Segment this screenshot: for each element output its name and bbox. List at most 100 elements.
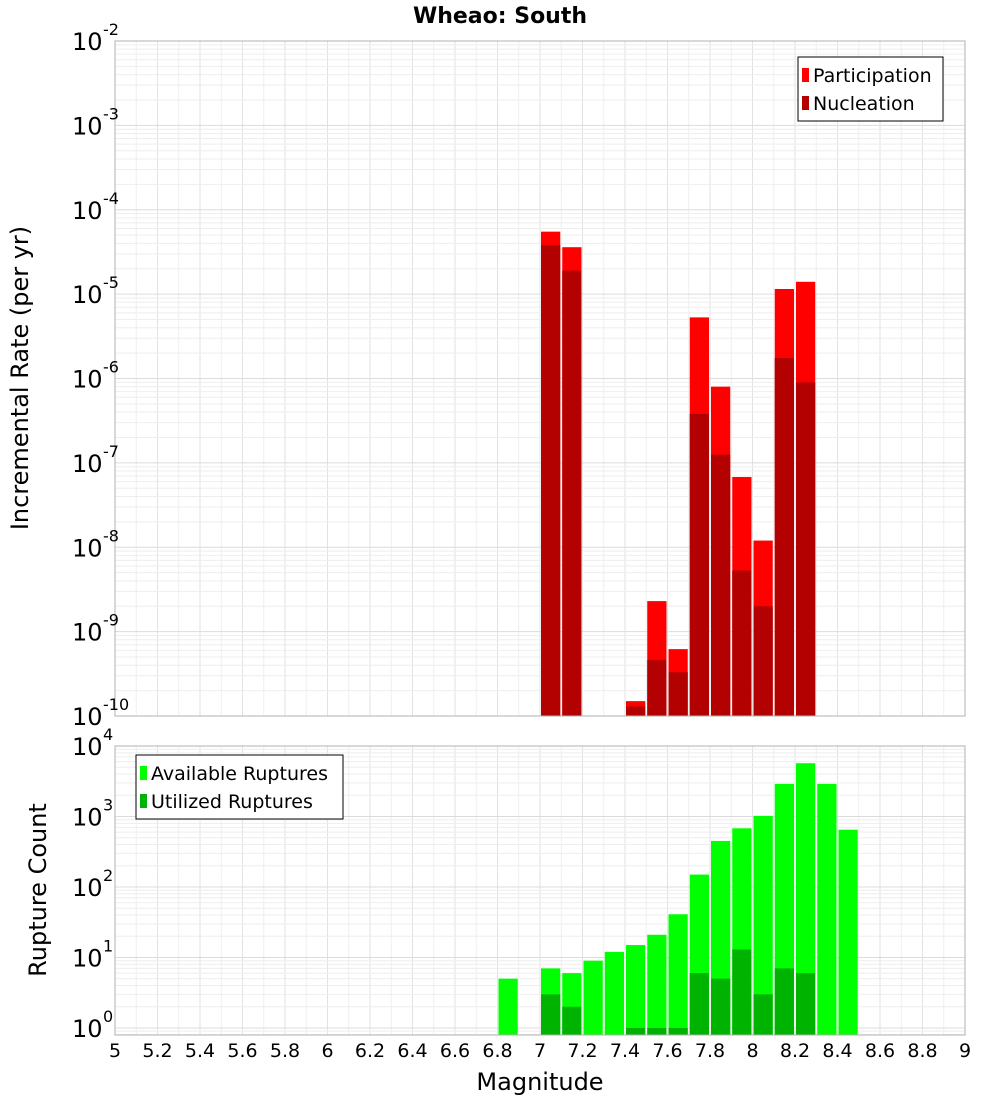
bar-utilized-ruptures: [541, 994, 561, 1035]
bar-available-ruptures: [647, 934, 667, 1035]
bar-available-ruptures: [817, 783, 837, 1035]
y-tick-label: 10: [72, 874, 103, 902]
bar-nucleation: [774, 357, 794, 716]
x-tick-label: 8.2: [780, 1040, 810, 1062]
bar-utilized-ruptures: [732, 949, 752, 1035]
bar-utilized-ruptures: [796, 973, 816, 1035]
y-tick-exponent: -4: [103, 189, 119, 208]
bar-utilized-ruptures: [562, 1006, 582, 1035]
y-tick-label: 10: [72, 197, 103, 225]
bar-nucleation: [668, 672, 688, 716]
bar-utilized-ruptures: [647, 1027, 667, 1035]
bar-utilized-ruptures: [753, 994, 773, 1035]
x-tick-label: 7.4: [610, 1040, 640, 1062]
x-tick-label: 5: [109, 1040, 121, 1062]
y-tick-exponent: 0: [103, 1007, 113, 1026]
bar-available-ruptures: [796, 763, 816, 1035]
legend-label: Available Ruptures: [151, 763, 328, 785]
x-tick-label: 6: [321, 1040, 333, 1062]
y-tick-exponent: 4: [103, 725, 113, 744]
x-tick-label: 6.6: [440, 1040, 470, 1062]
y-tick-label: 10: [72, 450, 103, 478]
y-tick-label: 10: [72, 944, 103, 972]
bar-nucleation: [562, 270, 582, 716]
bar-utilized-ruptures: [668, 1027, 688, 1035]
y-tick-exponent: 1: [103, 936, 113, 955]
rate-y-axis-label: Incremental Rate (per yr): [6, 226, 34, 530]
x-tick-label: 7.8: [695, 1040, 725, 1062]
y-tick-label: 10: [72, 112, 103, 140]
bar-nucleation: [753, 606, 773, 716]
y-tick-exponent: 3: [103, 795, 113, 814]
count-y-axis-label: Rupture Count: [24, 803, 52, 977]
x-tick-label: 6.2: [355, 1040, 385, 1062]
x-tick-label: 5.8: [270, 1040, 300, 1062]
bar-available-ruptures: [583, 960, 603, 1035]
bar-nucleation: [796, 382, 816, 716]
bar-nucleation: [732, 570, 752, 716]
bar-available-ruptures: [838, 829, 858, 1035]
bar-available-ruptures: [753, 815, 773, 1035]
bar-nucleation: [711, 454, 731, 716]
legend-swatch: [140, 766, 147, 780]
y-tick-label: 10: [72, 733, 103, 761]
bar-available-ruptures: [604, 951, 624, 1035]
bar-utilized-ruptures: [711, 978, 731, 1035]
y-tick-exponent: -2: [103, 20, 119, 39]
legend-box: [135, 754, 344, 820]
y-tick-exponent: -10: [103, 695, 129, 714]
bar-utilized-ruptures: [774, 968, 794, 1035]
y-tick-exponent: -8: [103, 526, 119, 545]
x-tick-label: 8: [746, 1040, 758, 1062]
plot-frame: [114, 745, 966, 1036]
x-tick-label: 7.2: [567, 1040, 597, 1062]
x-tick-label: 5.4: [185, 1040, 215, 1062]
y-tick-label: 10: [72, 803, 103, 831]
y-tick-label: 10: [72, 534, 103, 562]
y-tick-exponent: -7: [103, 442, 119, 461]
bar-utilized-ruptures: [626, 1027, 646, 1035]
legend-label: Participation: [813, 65, 932, 87]
legend-swatch: [802, 68, 809, 82]
y-tick-label: 10: [72, 28, 103, 56]
x-tick-label: 8.6: [865, 1040, 895, 1062]
bar-nucleation: [647, 660, 667, 716]
y-tick-exponent: -9: [103, 611, 119, 630]
y-tick-exponent: -3: [103, 104, 119, 123]
x-tick-label: 9: [959, 1040, 971, 1062]
x-tick-label: 6.4: [397, 1040, 427, 1062]
legend-label: Nucleation: [813, 93, 915, 115]
bar-available-ruptures: [498, 978, 518, 1035]
y-tick-exponent: -6: [103, 358, 119, 377]
x-tick-label: 5.6: [227, 1040, 257, 1062]
chart-title: Wheao: South: [413, 4, 587, 29]
y-tick-exponent: -5: [103, 273, 119, 292]
x-tick-label: 8.4: [822, 1040, 852, 1062]
y-tick-label: 10: [72, 1015, 103, 1043]
x-axis-label: Magnitude: [476, 1068, 603, 1096]
x-tick-label: 8.8: [907, 1040, 937, 1062]
bar-utilized-ruptures: [689, 973, 709, 1035]
plot-frame: [114, 40, 966, 717]
legend-box: [797, 56, 944, 122]
x-tick-label: 6.8: [482, 1040, 512, 1062]
y-tick-label: 10: [72, 703, 103, 731]
bar-nucleation: [689, 413, 709, 716]
bar-nucleation: [541, 245, 561, 717]
legend-swatch: [140, 794, 147, 808]
y-tick-label: 10: [72, 619, 103, 647]
y-tick-label: 10: [72, 366, 103, 394]
y-tick-exponent: 2: [103, 866, 113, 885]
bar-available-ruptures: [626, 945, 646, 1035]
legend-swatch: [802, 96, 809, 110]
bar-nucleation: [626, 706, 646, 716]
x-tick-label: 5.2: [142, 1040, 172, 1062]
bar-available-ruptures: [668, 914, 688, 1035]
x-tick-label: 7.6: [652, 1040, 682, 1062]
legend-label: Utilized Ruptures: [151, 791, 313, 813]
x-tick-label: 7: [534, 1040, 546, 1062]
y-tick-label: 10: [72, 281, 103, 309]
